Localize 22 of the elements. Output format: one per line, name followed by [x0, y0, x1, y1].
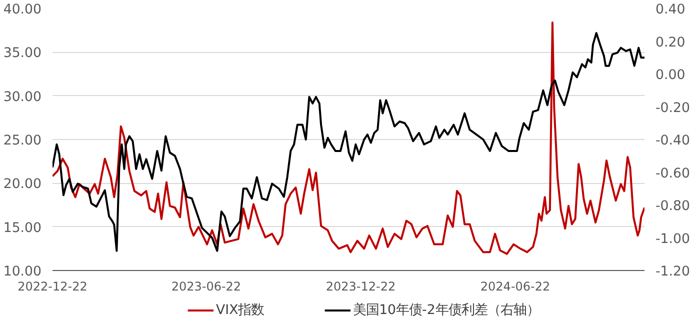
legend-label: VIX指数 [216, 303, 264, 318]
x-tick-label: 2023-06-22 [171, 280, 242, 294]
y-tick-label: 20.00 [3, 177, 42, 192]
y2-tick-label: 0.40 [656, 2, 686, 18]
y2-tick-label: -0.80 [656, 199, 690, 214]
y2-tick-label: -0.20 [656, 100, 690, 116]
y-tick-label: 35.00 [3, 46, 42, 62]
y-tick-label: 10.00 [3, 264, 42, 280]
x-tick-label: 2022-12-22 [18, 280, 88, 294]
y-tick-label: 30.00 [3, 90, 42, 105]
y2-tick-label: -1.20 [656, 264, 690, 280]
y2-tick-label: -1.00 [656, 232, 690, 247]
y2-tick-label: 0.20 [656, 35, 686, 50]
y-tick-label: 40.00 [3, 2, 42, 18]
y2-tick-label: 0.00 [656, 68, 686, 83]
y2-tick-label: -0.60 [656, 166, 690, 182]
x-tick-label: 2023-12-22 [326, 280, 396, 294]
legend-label: 美国10年债-2年债利差（右轴） [353, 302, 540, 318]
x-tick-label: 2024-06-22 [480, 280, 550, 294]
y2-tick-label: -0.40 [656, 134, 690, 148]
y-tick-label: 25.00 [3, 134, 42, 148]
y-tick-label: 15.00 [3, 220, 42, 236]
